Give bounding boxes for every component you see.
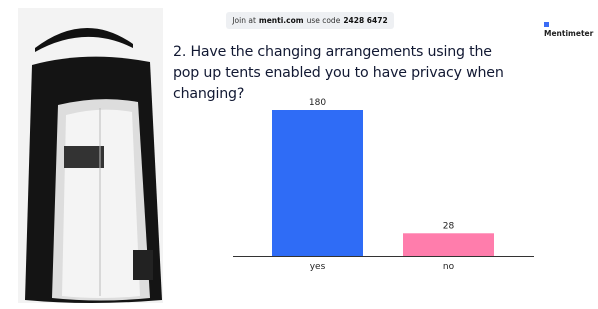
bar	[403, 233, 494, 256]
join-banner: Join at menti.com use code 2428 6472	[226, 12, 394, 29]
x-tick-label: yes	[310, 262, 326, 272]
page: 180yes28no Join at menti.com use code 24…	[0, 0, 598, 309]
join-site: menti.com	[259, 16, 304, 25]
bar	[272, 110, 363, 256]
tent-image	[18, 8, 163, 303]
code-label: use code	[307, 16, 341, 25]
value-label: 28	[443, 221, 455, 231]
chart-title: 2. Have the changing arrangements using …	[173, 42, 518, 105]
x-tick-label: no	[443, 262, 455, 272]
join-text: Join at	[232, 16, 256, 25]
join-code: 2428 6472	[343, 16, 387, 25]
brand: Mentimeter	[544, 20, 598, 38]
